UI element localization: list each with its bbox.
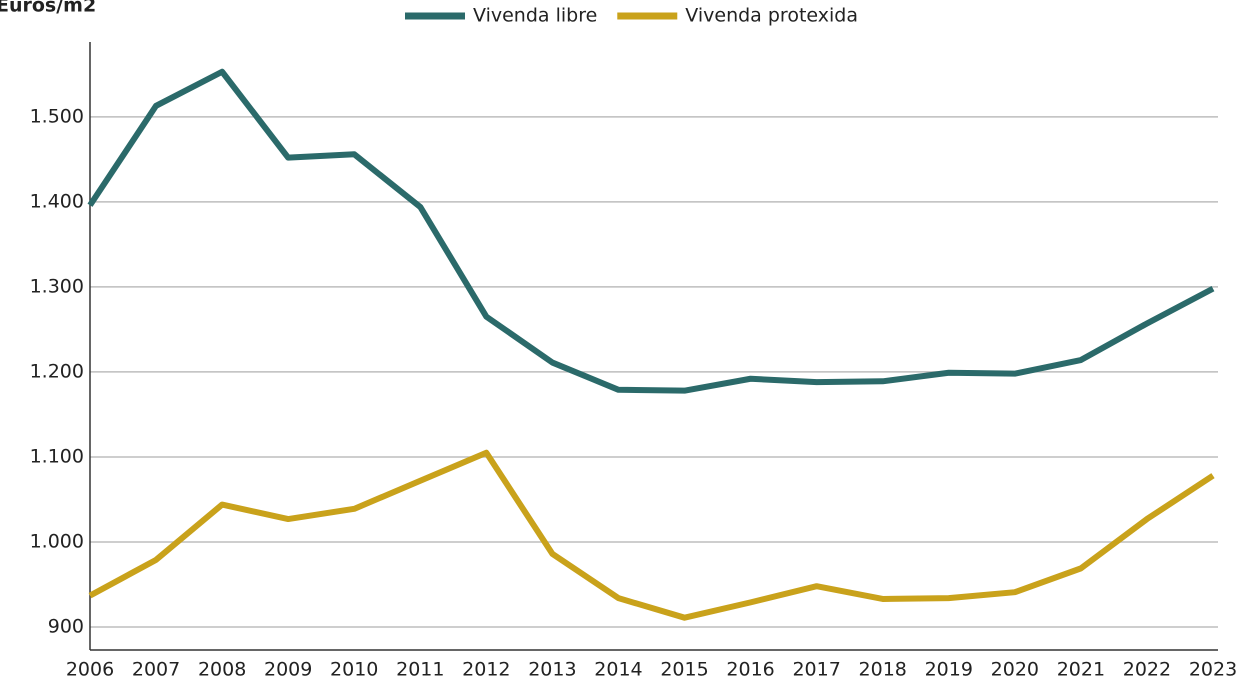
x-tick-label: 2011: [396, 659, 444, 681]
x-tick-label: 2006: [66, 659, 114, 681]
x-tick-label: 2022: [1123, 659, 1171, 681]
y-tick-label: 1.000: [30, 531, 84, 553]
x-tick-label: 2019: [925, 659, 973, 681]
legend-label: Vivenda libre: [473, 5, 597, 27]
x-tick-label: 2013: [528, 659, 576, 681]
x-tick-label: 2010: [330, 659, 378, 681]
x-tick-label: 2015: [660, 659, 708, 681]
x-tick-label: 2018: [859, 659, 907, 681]
y-axis-label: Euros/m2: [0, 0, 96, 17]
y-tick-label: 900: [48, 616, 84, 638]
x-tick-label: 2007: [132, 659, 180, 681]
x-tick-label: 2023: [1189, 659, 1237, 681]
x-tick-label: 2016: [726, 659, 774, 681]
x-tick-label: 2008: [198, 659, 246, 681]
line: [88, 449, 1215, 621]
legend-label: Vivenda protexida: [685, 5, 858, 27]
y-tick-label: 1.500: [30, 105, 84, 127]
x-tick-label: 2014: [594, 659, 642, 681]
x-tick-label: 2020: [991, 659, 1039, 681]
line: [87, 68, 1215, 394]
y-tick-label: 1.200: [30, 360, 84, 382]
y-tick-label: 1.300: [30, 275, 84, 297]
x-tick-label: 2009: [264, 659, 312, 681]
y-tick-label: 1.100: [30, 445, 84, 467]
x-tick-label: 2017: [792, 659, 840, 681]
x-tick-label: 2012: [462, 659, 510, 681]
x-tick-label: 2021: [1057, 659, 1105, 681]
y-tick-label: 1.400: [30, 190, 84, 212]
